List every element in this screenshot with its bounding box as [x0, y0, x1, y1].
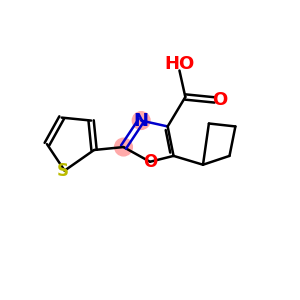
Circle shape: [115, 138, 132, 156]
Circle shape: [132, 112, 150, 129]
Text: O: O: [212, 91, 228, 109]
Text: S: S: [57, 162, 69, 180]
Text: N: N: [134, 112, 149, 130]
Text: O: O: [143, 153, 157, 171]
Text: HO: HO: [164, 55, 195, 73]
